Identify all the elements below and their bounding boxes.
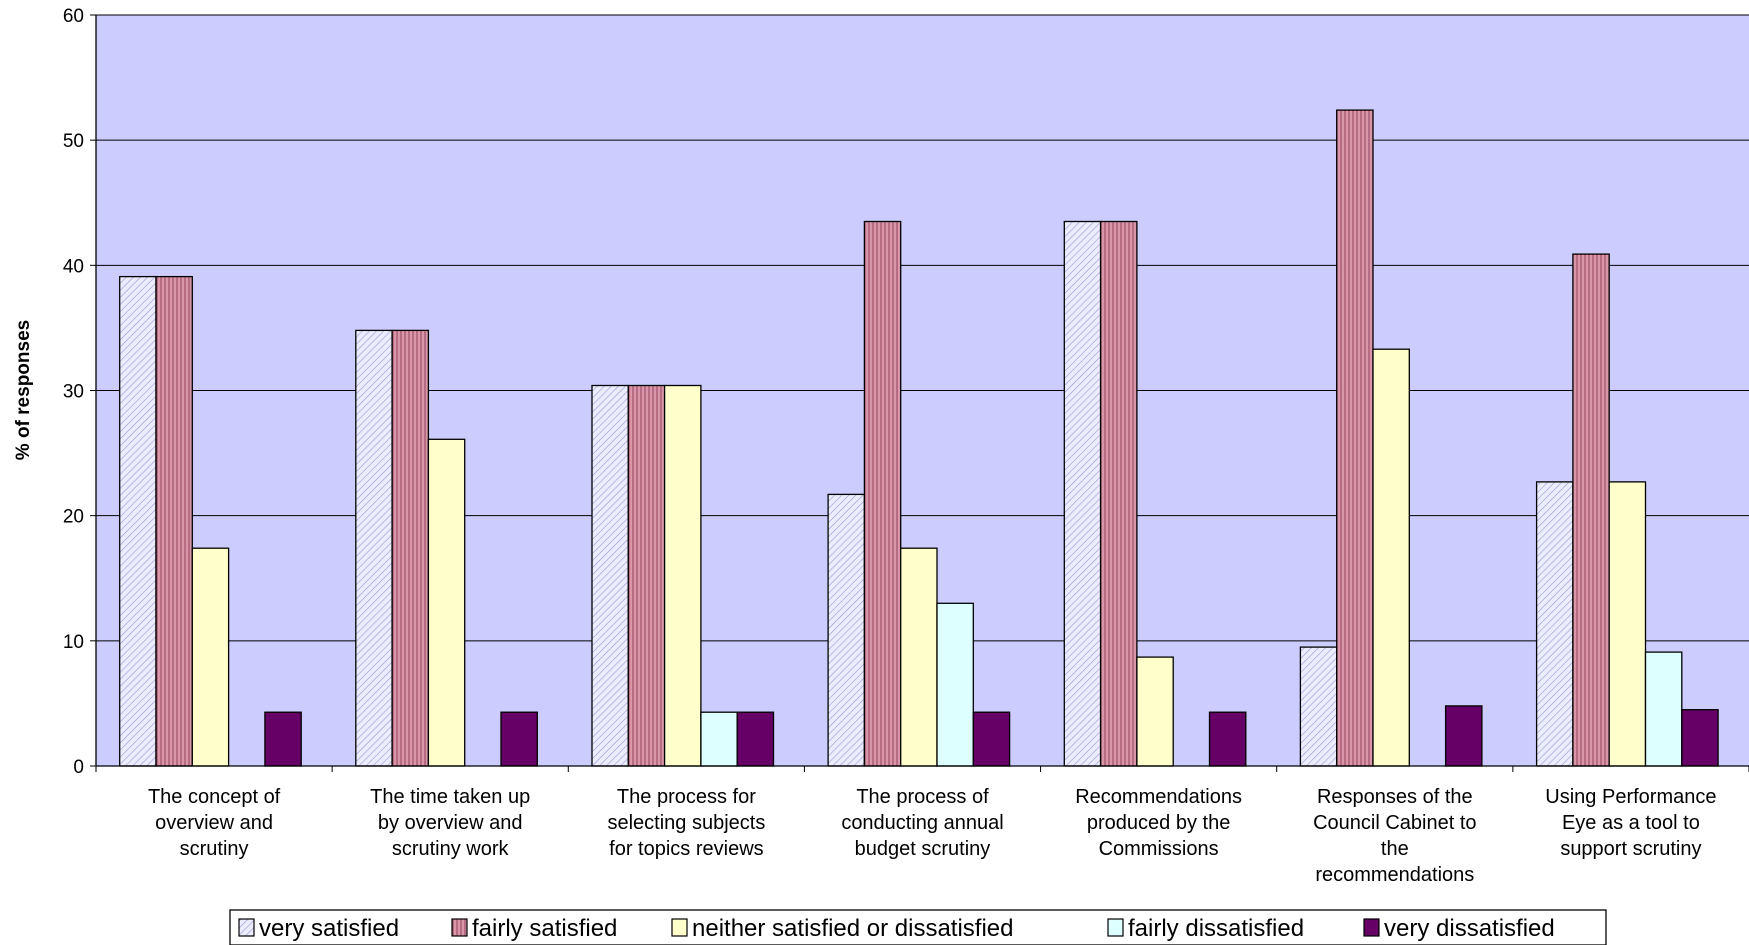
bar-very-satisfied [355,329,393,767]
bar-very-satisfied [591,384,629,767]
bar-very-satisfied [1535,481,1574,767]
bar-very-satisfied [1299,646,1338,767]
bars [119,109,1719,767]
bar-neither-satisfied-or-dissatisfied [1372,348,1410,767]
legend-swatch [1363,918,1380,937]
bar-fairly-satisfied [155,275,193,767]
bar-very-dissatisfied [972,711,1011,767]
legend-label: very satisfied [259,915,399,942]
legend-swatch [238,918,255,937]
legend-label: fairly satisfied [472,915,617,942]
bar-fairly-satisfied [1572,253,1610,767]
y-tick-label: 20 [63,507,84,528]
y-tick-label: 60 [63,6,84,27]
bar-fairly-satisfied [863,220,902,767]
axes [90,14,1749,772]
y-tick-labels: 0 10 20 30 40 50 60 [63,6,84,778]
bar-fairly-satisfied [627,384,666,767]
bar-very-dissatisfied [1681,709,1719,767]
bar-fairly-dissatisfied [936,602,974,767]
y-tick-label: 10 [63,632,84,653]
y-axis-label: % of responses [13,320,34,460]
bar-neither-satisfied-or-dissatisfied [900,547,938,767]
legend-label: fairly dissatisfied [1128,915,1304,942]
bar-very-dissatisfied [500,711,538,767]
x-category-label: The concept of overview and scrutiny [148,786,281,860]
bar-fairly-dissatisfied [700,711,738,767]
bar-very-satisfied [1063,220,1102,767]
x-category-label: Using Performance Eye as a tool to support… [1545,786,1716,860]
bar-fairly-satisfied [1099,220,1138,767]
bar-fairly-satisfied [391,329,430,767]
legend-swatch [1107,918,1124,937]
bar-very-satisfied [119,275,157,767]
bar-neither-satisfied-or-dissatisfied [427,438,466,767]
legend-label: very dissatisfied [1384,915,1555,942]
bar-neither-satisfied-or-dissatisfied [1136,656,1174,767]
y-tick-label: 0 [73,757,84,778]
bar-very-dissatisfied [264,711,302,767]
bar-neither-satisfied-or-dissatisfied [663,384,702,767]
y-tick-label: 40 [63,256,84,277]
x-category-labels: The concept of overview and scrutiny The ti… [148,786,1717,886]
legend-swatch [671,918,688,937]
x-category-label: The process of conducting annual budget sc… [841,786,1003,860]
bar-very-dissatisfied [1444,705,1483,767]
legend-swatch [451,918,468,937]
bar-fairly-satisfied [1336,109,1374,767]
bar-neither-satisfied-or-dissatisfied [191,547,230,767]
legend: very satisfied fairly satisfied neither sa… [229,909,1607,945]
legend-label: neither satisfied or dissatisfied [692,915,1014,942]
bar-very-dissatisfied [1208,711,1247,767]
bar-neither-satisfied-or-dissatisfied [1608,481,1647,767]
bar-very-satisfied [827,493,866,767]
x-category-label: Recommendations produced by the Commission… [1075,786,1242,860]
x-category-label: The process for selecting subjects for top… [607,786,765,860]
y-tick-label: 30 [63,382,84,403]
x-category-label: Responses of the Council Cabinet to the rec… [1313,786,1476,886]
y-tick-label: 50 [63,131,84,152]
bar-fairly-dissatisfied [1644,651,1683,767]
x-category-label: The time taken up by overview and scrutiny… [370,786,530,860]
bar-very-dissatisfied [736,711,775,767]
